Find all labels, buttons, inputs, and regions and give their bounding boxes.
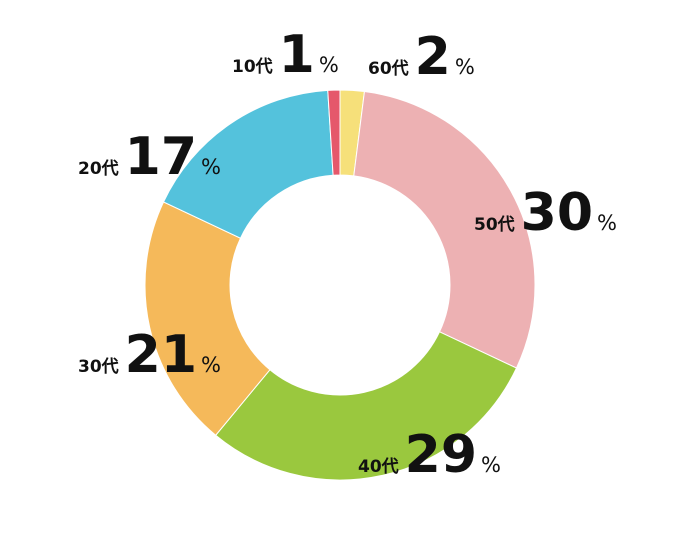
segment-label: 10代 1% — [232, 25, 339, 85]
unit-label: % — [201, 155, 221, 179]
value-label: 17 — [125, 127, 197, 187]
category-label: 40代 — [358, 456, 399, 477]
segment-label: 40代 29% — [358, 425, 501, 485]
unit-label: % — [201, 353, 221, 377]
category-label: 20代 — [78, 158, 119, 179]
category-label: 60代 — [368, 58, 409, 79]
segment-label: 20代 17% — [78, 127, 221, 187]
value-label: 2 — [415, 27, 451, 87]
donut-segment — [214, 331, 518, 481]
value-label: 29 — [405, 425, 477, 485]
category-label: 10代 — [232, 56, 273, 77]
segment-label: 60代 2% — [368, 27, 475, 87]
unit-label: % — [319, 53, 339, 77]
value-label: 21 — [125, 325, 197, 385]
unit-label: % — [481, 453, 501, 477]
donut-segment — [144, 201, 271, 436]
category-label: 30代 — [78, 356, 119, 377]
segment-label: 50代 30% — [474, 183, 617, 243]
donut-segment — [327, 89, 341, 176]
donut-segment — [353, 90, 536, 369]
segment-label: 30代 21% — [78, 325, 221, 385]
value-label: 30 — [521, 183, 593, 243]
unit-label: % — [597, 211, 617, 235]
category-label: 50代 — [474, 214, 515, 235]
value-label: 1 — [279, 25, 315, 85]
unit-label: % — [455, 55, 475, 79]
